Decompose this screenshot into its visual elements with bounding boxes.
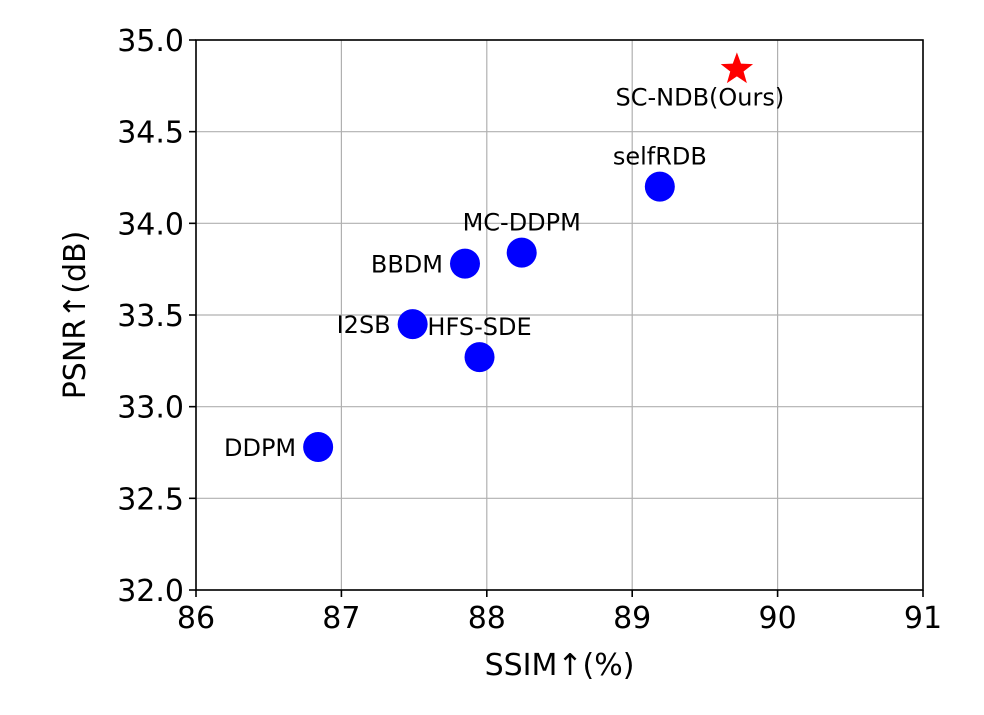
label-sc-ndb-ours: SC-NDB(Ours): [616, 83, 785, 111]
x-tick-label: 86: [177, 601, 215, 636]
y-tick-label: 33.5: [117, 299, 184, 334]
point-labels: DDPM I2SB BBDM HFS-SDE MC-DDPM selfRDB SC-NDB(…: [224, 83, 784, 462]
x-axis-title: SSIM↑(%): [485, 648, 635, 683]
axis-ticks: 86 87 88 89 90 91 32.0 32.5 33.0 33.5 34.0 34.5 35.0: [117, 24, 942, 636]
label-bbdm: BBDM: [371, 251, 443, 279]
x-tick-label: 91: [904, 601, 942, 636]
y-axis-title: PSNR↑(dB): [58, 231, 93, 400]
point-mc-ddpm: [506, 237, 537, 268]
point-selfrdb: [644, 171, 675, 202]
data-points: [303, 52, 754, 462]
y-tick-label: 34.0: [117, 207, 184, 242]
label-i2sb: I2SB: [337, 311, 391, 339]
x-tick-label: 88: [468, 601, 506, 636]
label-hfs-sde: HFS-SDE: [427, 313, 531, 341]
x-tick-label: 90: [759, 601, 797, 636]
grid-lines: [195, 39, 924, 591]
point-sc-ndb-ours: [720, 52, 754, 84]
y-tick-label: 32.5: [117, 482, 184, 517]
label-mc-ddpm: MC-DDPM: [463, 209, 581, 237]
label-selfrdb: selfRDB: [613, 143, 707, 171]
label-ddpm: DDPM: [224, 434, 296, 462]
point-i2sb: [397, 309, 428, 340]
y-tick-label: 35.0: [117, 24, 184, 59]
y-tick-label: 33.0: [117, 391, 184, 426]
x-tick-label: 89: [613, 601, 651, 636]
y-tick-label: 32.0: [117, 574, 184, 609]
x-tick-label: 87: [322, 601, 360, 636]
point-ddpm: [303, 432, 334, 462]
y-tick-label: 34.5: [117, 116, 184, 151]
point-hfs-sde: [464, 342, 495, 373]
point-bbdm: [449, 248, 480, 279]
